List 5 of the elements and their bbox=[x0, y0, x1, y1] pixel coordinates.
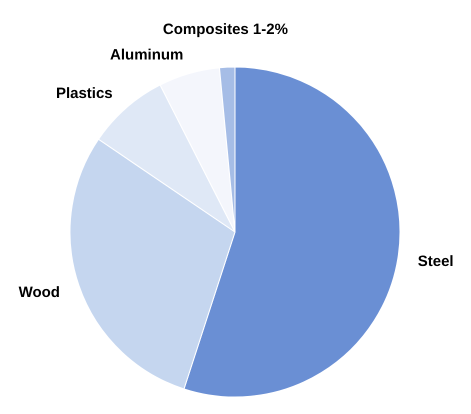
slice-label: Composites 1-2% bbox=[162, 21, 288, 38]
slice-label: Aluminum bbox=[110, 46, 184, 64]
slice-label: Steel bbox=[418, 252, 454, 270]
slice-label: Wood bbox=[18, 284, 60, 301]
slice-label: Plastics bbox=[56, 85, 113, 102]
